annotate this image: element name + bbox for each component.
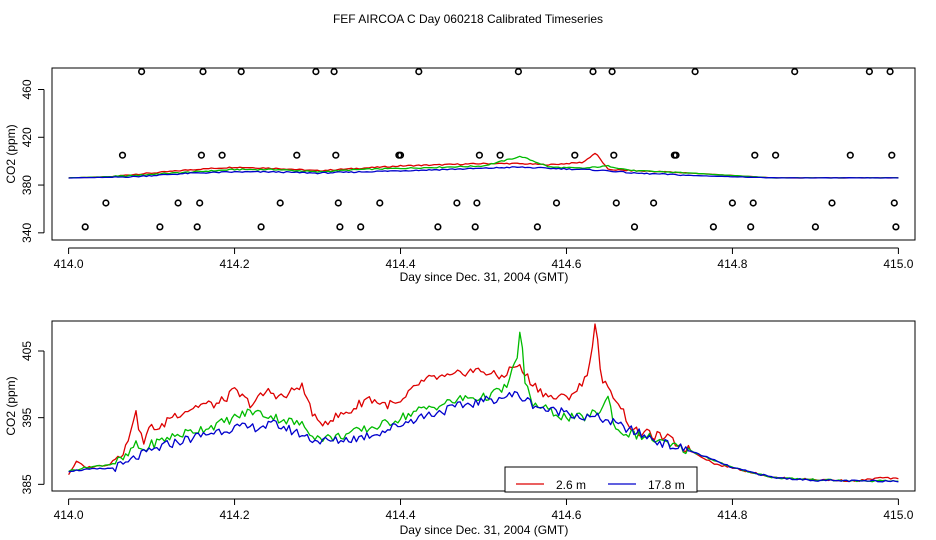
calibration-point: [608, 67, 616, 76]
calibration-point: [649, 199, 658, 207]
calibration-point: [811, 223, 820, 231]
calibration-point: [514, 67, 523, 76]
bottom-plot-axes: 414.0 414.2 414.4 414.6 414.8 415.0 385 395 405: [20, 341, 914, 522]
top-xtick-label: 414.8: [717, 257, 747, 271]
bottom-yaxis-label: CO2 (ppm): [4, 376, 18, 435]
calibration-point: [612, 199, 620, 207]
calibration-point: [496, 151, 504, 159]
calibration-point: [218, 151, 226, 159]
calibration-point: [610, 151, 618, 159]
top-plot-axes: 414.0 414.2 414.4 414.6 414.8 415.0 340 380 420 4…: [20, 79, 914, 271]
legend-box: [504, 466, 698, 493]
calibration-point: [571, 151, 579, 159]
calibration-point: [81, 223, 89, 231]
calibration-point: [846, 151, 854, 159]
calibration-point: [771, 151, 780, 159]
calibration-point: [199, 67, 207, 76]
calibration-point: [118, 151, 127, 159]
calibration-point: [589, 67, 597, 76]
calibration-point: [376, 199, 384, 207]
calibration-point: [330, 67, 338, 76]
calibration-point: [865, 67, 874, 76]
top-plot-panel: 414.0 414.2 414.4 414.6 414.8 415.0 340 380 420 4…: [4, 67, 916, 284]
calibration-point: [791, 67, 799, 76]
top-ytick-label: 380: [20, 175, 34, 195]
calibration-point: [672, 151, 680, 159]
top-yaxis-label: CO2 (ppm): [4, 124, 18, 183]
top-series-line-blue: [68, 166, 899, 179]
legend-label-2-6-m: 2.6 m: [556, 478, 586, 492]
bottom-xaxis-label: Day since Dec. 31, 2004 (GMT): [400, 523, 569, 537]
bottom-series-line-green: [68, 331, 899, 483]
calibration-point: [691, 67, 699, 76]
top-xtick-label: 414.2: [220, 257, 250, 271]
calibration-point: [888, 151, 896, 159]
calibration-point: [336, 223, 344, 231]
calibration-point: [357, 223, 365, 231]
calibration-point: [174, 199, 182, 207]
calibration-point: [237, 67, 245, 76]
top-xtick-label: 414.4: [386, 257, 416, 271]
top-xtick-label: 414.0: [54, 257, 84, 271]
calibration-point: [749, 199, 757, 207]
bottom-xtick-label: 414.8: [717, 508, 747, 522]
calibration-point: [312, 67, 320, 76]
top-plot-area: [68, 67, 900, 231]
calibration-point: [471, 223, 479, 231]
calibration-point: [453, 199, 461, 207]
calibration-point: [434, 223, 442, 231]
top-ytick-label: 340: [20, 223, 34, 243]
calibration-point: [728, 199, 737, 207]
calibration-point: [293, 151, 301, 159]
top-ytick-label: 460: [20, 79, 34, 99]
calibration-point: [751, 151, 759, 159]
bottom-plot-frame: [51, 320, 916, 492]
top-xtick-label: 414.6: [551, 257, 581, 271]
top-xtick-label: 415.0: [883, 257, 913, 271]
calibration-point: [415, 67, 423, 76]
bottom-xtick-label: 414.2: [220, 508, 250, 522]
bottom-ytick-label: 395: [20, 407, 34, 427]
calibration-point: [886, 67, 894, 76]
calibration-point: [156, 223, 164, 231]
calibration-point: [533, 223, 542, 231]
bottom-xtick-label: 414.6: [551, 508, 581, 522]
calibration-point: [475, 151, 484, 159]
bottom-xtick-label: 414.4: [386, 508, 416, 522]
top-xaxis-label: Day since Dec. 31, 2004 (GMT): [400, 270, 569, 284]
calibration-point: [193, 223, 201, 231]
bottom-xtick-label: 414.0: [54, 508, 84, 522]
legend-label-17-8-m: 17.8 m: [648, 478, 685, 492]
calibration-point: [102, 199, 110, 207]
calibration-point: [197, 151, 205, 159]
calibration-point: [138, 67, 146, 76]
bottom-xtick-label: 415.0: [883, 508, 913, 522]
calibration-point: [276, 199, 284, 207]
calibration-point: [747, 223, 755, 231]
legend: 2.6 m 17.8 m: [504, 466, 698, 493]
calibration-point: [709, 223, 718, 231]
top-plot-frame: [51, 67, 916, 241]
bottom-ytick-label: 385: [20, 474, 34, 494]
calibration-point: [473, 199, 481, 207]
calibration-point: [257, 223, 265, 231]
calibration-point: [396, 151, 405, 159]
calibration-point: [334, 199, 342, 207]
figure-title: FEF AIRCOA C Day 060218 Calibrated Times…: [333, 12, 603, 26]
calibration-point: [332, 151, 340, 159]
calibration-point: [196, 199, 204, 207]
bottom-series-line-blue: [68, 390, 899, 483]
bottom-ytick-label: 405: [20, 341, 34, 361]
top-ytick-label: 420: [20, 127, 34, 147]
calibration-point: [892, 223, 900, 231]
bottom-plot-panel: 414.0 414.2 414.4 414.6 414.8 415.0385395405 …: [4, 320, 916, 537]
bottom-plot-area: [68, 323, 899, 483]
calibration-point: [890, 199, 898, 207]
calibration-point: [552, 199, 561, 207]
calibration-point: [630, 223, 639, 231]
calibration-point: [828, 199, 836, 207]
